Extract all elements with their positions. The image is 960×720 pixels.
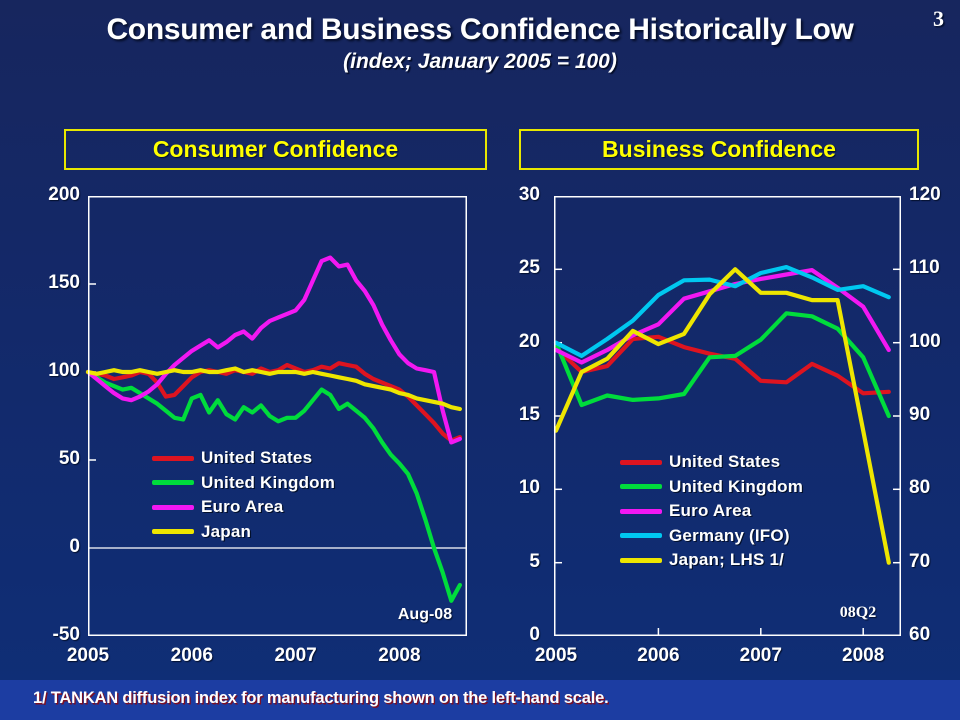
- y-tick-label: 15: [518, 404, 540, 425]
- legend-item: United States: [152, 447, 312, 469]
- y-tick-label: 200: [48, 184, 80, 205]
- legend-swatch-icon: [152, 504, 194, 510]
- y-tick-label: 0: [529, 624, 540, 645]
- line-united-kingdom: [553, 311, 891, 419]
- legend-swatch-icon: [620, 508, 662, 514]
- line-euro-area: [85, 255, 462, 445]
- x-tick-label: 2008: [378, 645, 421, 666]
- legend-swatch-icon: [620, 484, 662, 490]
- legend-item: Japan: [152, 521, 251, 543]
- y-tick-label: 150: [48, 272, 80, 293]
- y-tick-label: 100: [48, 360, 80, 381]
- x-tick-label: 2006: [170, 645, 213, 666]
- x-tick-label: 2007: [274, 645, 317, 666]
- y-tick-label: 5: [529, 550, 540, 572]
- y-tick-label: 10: [518, 477, 540, 499]
- legend-swatch-icon: [152, 529, 194, 535]
- legend-label: United States: [669, 452, 781, 471]
- legend-swatch-icon: [152, 480, 194, 486]
- legend-label: United Kingdom: [201, 472, 336, 492]
- slide-title: Consumer and Business Confidence Histori…: [106, 13, 854, 46]
- legend-item: United Kingdom: [152, 472, 335, 494]
- legend-label: United Kingdom: [669, 476, 804, 496]
- x-tick-label: 2005: [66, 645, 110, 666]
- legend-item: Japan; LHS 1/: [620, 549, 784, 571]
- page-number: 3: [933, 6, 944, 31]
- footnote: 1/ TANKAN diffusion index for manufactur…: [33, 689, 609, 707]
- y-tick-label: 50: [58, 448, 80, 469]
- plot-area: [553, 196, 901, 636]
- legend-label: Germany (IFO): [669, 525, 790, 545]
- legend-item: Euro Area: [620, 500, 751, 522]
- legend-swatch-icon: [620, 557, 662, 563]
- line-united-states: [553, 334, 891, 396]
- y-tick-label: 100: [909, 330, 941, 352]
- y-tick-label: -50: [52, 624, 80, 645]
- y-tick-label: 20: [518, 330, 540, 352]
- x-tick-label: 2008: [842, 645, 885, 666]
- line-united-kingdom: [85, 369, 462, 603]
- legend-label: Euro Area: [201, 497, 284, 517]
- latest-period-annotation: 08Q2: [839, 604, 877, 621]
- legend-item: Euro Area: [152, 496, 283, 518]
- legend-item: United States: [620, 451, 780, 473]
- y-tick-label: 30: [518, 184, 540, 205]
- y-tick-label: 0: [69, 536, 80, 557]
- y-tick-label: 90: [909, 404, 931, 425]
- slide-subtitle: (index; January 2005 = 100): [343, 50, 617, 73]
- line-japan-lhs-1: [553, 267, 891, 565]
- plot-area: [85, 196, 467, 636]
- panel-title-consumer-confidence: Consumer Confidence: [64, 129, 487, 170]
- y-tick-label: 60: [909, 624, 931, 645]
- x-tick-label: 2007: [739, 645, 782, 666]
- y-tick-label: 80: [909, 477, 931, 499]
- y-tick-label: 120: [909, 184, 941, 205]
- legend-item: Germany (IFO): [620, 525, 790, 547]
- x-tick-label: 2005: [534, 645, 578, 666]
- legend-swatch-icon: [620, 459, 662, 465]
- y-tick-label: 70: [909, 550, 931, 572]
- panel-title-business-confidence: Business Confidence: [519, 129, 919, 170]
- x-tick-label: 2006: [637, 645, 680, 666]
- line-japan: [85, 366, 462, 412]
- legend-swatch-icon: [152, 455, 194, 461]
- legend-label: United States: [201, 448, 313, 467]
- y-tick-label: 25: [518, 257, 540, 279]
- line-euro-area: [553, 267, 891, 365]
- y-tick-label: 110: [909, 257, 940, 279]
- legend-swatch-icon: [620, 533, 662, 539]
- footer-band: 1/ TANKAN diffusion index for manufactur…: [0, 680, 960, 720]
- legend-item: United Kingdom: [620, 476, 803, 498]
- legend-label: Japan: [201, 521, 252, 541]
- latest-period-annotation: Aug-08: [397, 606, 453, 623]
- legend-label: Japan; LHS 1/: [669, 550, 785, 570]
- legend-label: Euro Area: [669, 501, 752, 521]
